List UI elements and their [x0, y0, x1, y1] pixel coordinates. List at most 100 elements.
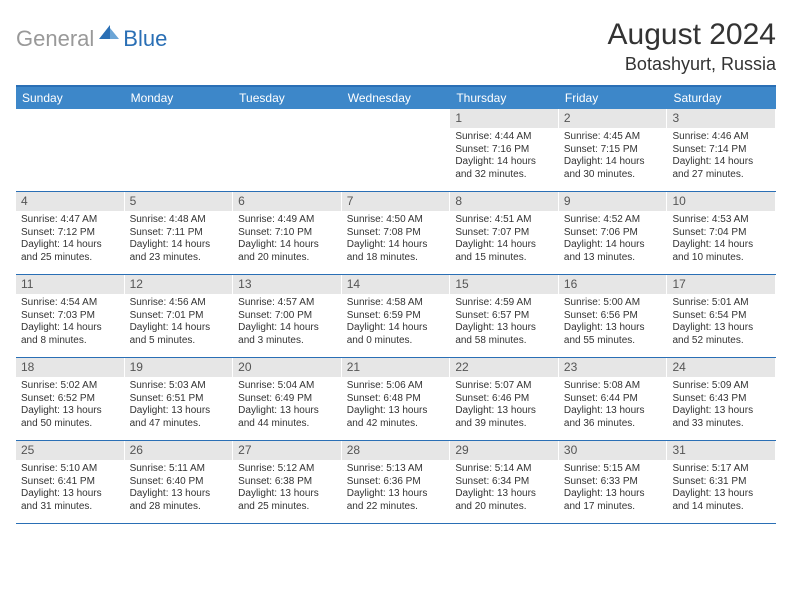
calendar-cell: 17Sunrise: 5:01 AMSunset: 6:54 PMDayligh…: [667, 275, 776, 357]
calendar-cell: 11Sunrise: 4:54 AMSunset: 7:03 PMDayligh…: [16, 275, 125, 357]
cell-line: Sunset: 6:49 PM: [238, 393, 336, 406]
cell-line: Sunrise: 4:53 AM: [672, 214, 770, 227]
header: General Blue August 2024 Botashyurt, Rus…: [16, 18, 776, 75]
cell-line: Daylight: 14 hours and 10 minutes.: [672, 239, 770, 264]
calendar-cell: 24Sunrise: 5:09 AMSunset: 6:43 PMDayligh…: [667, 358, 776, 440]
day-number: 5: [125, 192, 233, 211]
cell-line: Daylight: 13 hours and 17 minutes.: [564, 488, 662, 513]
day-header: Wednesday: [342, 87, 451, 109]
cell-line: Sunset: 7:03 PM: [21, 310, 119, 323]
day-number: 31: [667, 441, 775, 460]
cell-body: Sunrise: 4:53 AMSunset: 7:04 PMDaylight:…: [667, 211, 775, 268]
calendar-cell: 5Sunrise: 4:48 AMSunset: 7:11 PMDaylight…: [125, 192, 234, 274]
cell-line: Sunrise: 5:14 AM: [455, 463, 553, 476]
cell-line: Sunrise: 5:08 AM: [564, 380, 662, 393]
cell-line: Daylight: 13 hours and 58 minutes.: [455, 322, 553, 347]
cell-line: Sunset: 6:59 PM: [347, 310, 445, 323]
day-header: Monday: [125, 87, 234, 109]
day-number: 28: [342, 441, 450, 460]
cell-body: Sunrise: 4:58 AMSunset: 6:59 PMDaylight:…: [342, 294, 450, 351]
day-number: 26: [125, 441, 233, 460]
calendar-cell: 3Sunrise: 4:46 AMSunset: 7:14 PMDaylight…: [667, 109, 776, 191]
calendar-cell: 1Sunrise: 4:44 AMSunset: 7:16 PMDaylight…: [450, 109, 559, 191]
cell-line: Sunrise: 4:54 AM: [21, 297, 119, 310]
cell-body: [125, 128, 233, 135]
cell-body: Sunrise: 5:14 AMSunset: 6:34 PMDaylight:…: [450, 460, 558, 517]
calendar-cell: 27Sunrise: 5:12 AMSunset: 6:38 PMDayligh…: [233, 441, 342, 523]
cell-line: Sunrise: 5:06 AM: [347, 380, 445, 393]
day-number: 12: [125, 275, 233, 294]
cell-line: Sunrise: 5:10 AM: [21, 463, 119, 476]
day-number: 27: [233, 441, 341, 460]
calendar-header-row: SundayMondayTuesdayWednesdayThursdayFrid…: [16, 87, 776, 109]
cell-line: Sunset: 6:56 PM: [564, 310, 662, 323]
cell-body: Sunrise: 5:10 AMSunset: 6:41 PMDaylight:…: [16, 460, 124, 517]
cell-body: Sunrise: 4:59 AMSunset: 6:57 PMDaylight:…: [450, 294, 558, 351]
cell-line: Sunrise: 5:07 AM: [455, 380, 553, 393]
cell-body: Sunrise: 5:13 AMSunset: 6:36 PMDaylight:…: [342, 460, 450, 517]
cell-line: Daylight: 14 hours and 8 minutes.: [21, 322, 119, 347]
cell-line: Daylight: 14 hours and 23 minutes.: [130, 239, 228, 264]
logo: General Blue: [16, 18, 167, 52]
cell-line: Sunset: 6:33 PM: [564, 476, 662, 489]
cell-line: Sunset: 7:10 PM: [238, 227, 336, 240]
cell-line: Sunset: 7:14 PM: [672, 144, 770, 157]
calendar-cell: 28Sunrise: 5:13 AMSunset: 6:36 PMDayligh…: [342, 441, 451, 523]
cell-line: Sunrise: 5:12 AM: [238, 463, 336, 476]
cell-line: Sunset: 6:36 PM: [347, 476, 445, 489]
cell-line: Daylight: 14 hours and 32 minutes.: [455, 156, 553, 181]
day-number: 10: [667, 192, 775, 211]
cell-line: Daylight: 13 hours and 22 minutes.: [347, 488, 445, 513]
cell-line: Sunset: 7:08 PM: [347, 227, 445, 240]
day-number: 25: [16, 441, 124, 460]
cell-line: Sunrise: 4:52 AM: [564, 214, 662, 227]
cell-line: Sunrise: 5:03 AM: [130, 380, 228, 393]
cell-line: Daylight: 14 hours and 27 minutes.: [672, 156, 770, 181]
day-number: [125, 109, 233, 128]
cell-line: Daylight: 13 hours and 39 minutes.: [455, 405, 553, 430]
cell-body: [16, 128, 124, 135]
cell-line: Sunset: 6:51 PM: [130, 393, 228, 406]
cell-line: Sunrise: 5:15 AM: [564, 463, 662, 476]
cell-body: Sunrise: 4:52 AMSunset: 7:06 PMDaylight:…: [559, 211, 667, 268]
calendar-body: 1Sunrise: 4:44 AMSunset: 7:16 PMDaylight…: [16, 109, 776, 524]
day-number: 23: [559, 358, 667, 377]
day-header: Sunday: [16, 87, 125, 109]
cell-line: Daylight: 13 hours and 25 minutes.: [238, 488, 336, 513]
cell-line: Sunset: 6:48 PM: [347, 393, 445, 406]
cell-line: Sunrise: 4:58 AM: [347, 297, 445, 310]
calendar-week: 25Sunrise: 5:10 AMSunset: 6:41 PMDayligh…: [16, 441, 776, 524]
calendar-week: 1Sunrise: 4:44 AMSunset: 7:16 PMDaylight…: [16, 109, 776, 192]
title-block: August 2024 Botashyurt, Russia: [608, 18, 776, 75]
cell-body: Sunrise: 4:45 AMSunset: 7:15 PMDaylight:…: [559, 128, 667, 185]
logo-text-blue: Blue: [123, 26, 167, 52]
calendar-cell: 21Sunrise: 5:06 AMSunset: 6:48 PMDayligh…: [342, 358, 451, 440]
day-number: [233, 109, 341, 128]
cell-line: Sunrise: 4:56 AM: [130, 297, 228, 310]
cell-body: Sunrise: 4:48 AMSunset: 7:11 PMDaylight:…: [125, 211, 233, 268]
cell-line: Sunrise: 4:44 AM: [455, 131, 553, 144]
cell-line: Sunset: 6:43 PM: [672, 393, 770, 406]
cell-line: Sunset: 6:44 PM: [564, 393, 662, 406]
cell-line: Daylight: 13 hours and 55 minutes.: [564, 322, 662, 347]
cell-body: Sunrise: 5:03 AMSunset: 6:51 PMDaylight:…: [125, 377, 233, 434]
cell-line: Daylight: 13 hours and 20 minutes.: [455, 488, 553, 513]
calendar-cell: 23Sunrise: 5:08 AMSunset: 6:44 PMDayligh…: [559, 358, 668, 440]
cell-line: Daylight: 13 hours and 33 minutes.: [672, 405, 770, 430]
calendar-week: 18Sunrise: 5:02 AMSunset: 6:52 PMDayligh…: [16, 358, 776, 441]
calendar-cell: 2Sunrise: 4:45 AMSunset: 7:15 PMDaylight…: [559, 109, 668, 191]
day-number: 21: [342, 358, 450, 377]
cell-line: Sunrise: 5:11 AM: [130, 463, 228, 476]
calendar-cell: 4Sunrise: 4:47 AMSunset: 7:12 PMDaylight…: [16, 192, 125, 274]
cell-body: Sunrise: 4:56 AMSunset: 7:01 PMDaylight:…: [125, 294, 233, 351]
day-number: 22: [450, 358, 558, 377]
cell-line: Sunset: 7:06 PM: [564, 227, 662, 240]
cell-line: Sunset: 6:52 PM: [21, 393, 119, 406]
location-subtitle: Botashyurt, Russia: [608, 54, 776, 75]
cell-line: Sunset: 7:07 PM: [455, 227, 553, 240]
cell-line: Daylight: 14 hours and 30 minutes.: [564, 156, 662, 181]
cell-body: [233, 128, 341, 135]
day-number: 7: [342, 192, 450, 211]
cell-line: Sunrise: 5:04 AM: [238, 380, 336, 393]
cell-line: Daylight: 13 hours and 28 minutes.: [130, 488, 228, 513]
